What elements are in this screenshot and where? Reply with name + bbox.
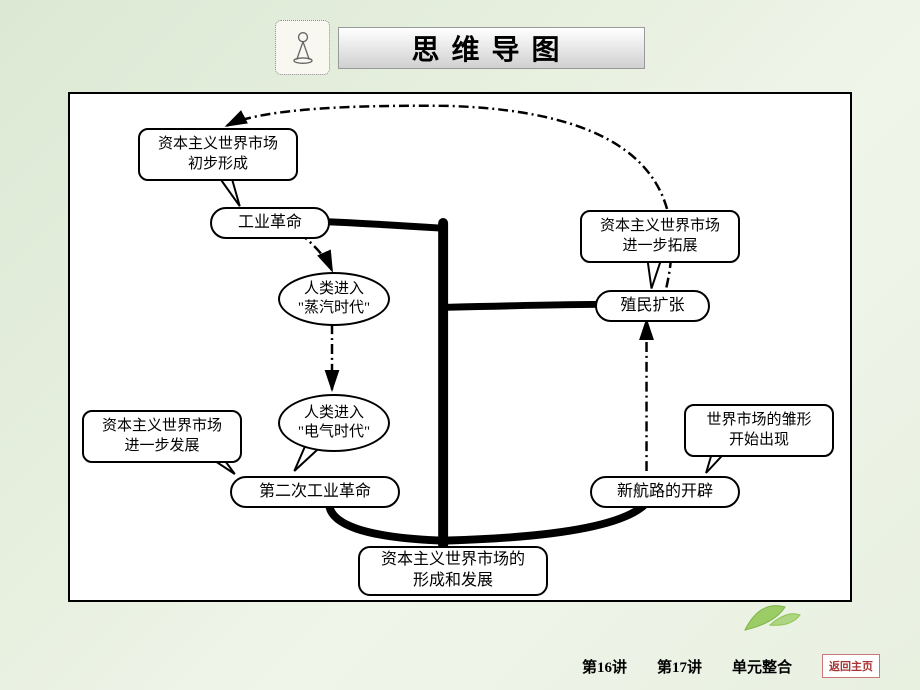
node-colonial-expansion: 殖民扩张 — [595, 290, 710, 322]
compass-icon — [275, 20, 330, 75]
node-label: 第二次工业革命 — [259, 482, 371, 503]
node-label: 人类进入 "电气时代" — [298, 404, 370, 443]
node-industrial-revolution: 工业革命 — [210, 207, 330, 239]
mindmap-diagram: 资本主义世界市场 初步形成 资本主义世界市场 进一步拓展 资本主义世界市场 进一… — [68, 92, 852, 602]
node-root: 资本主义世界市场的 形成和发展 — [358, 546, 548, 596]
speech-text: 资本主义世界市场 初步形成 — [158, 136, 278, 172]
header-banner: 思维导图 — [275, 20, 645, 75]
node-label: 资本主义世界市场的 形成和发展 — [381, 550, 525, 592]
node-electric-era: 人类进入 "电气时代" — [278, 394, 390, 452]
speech-further-develop: 资本主义世界市场 进一步发展 — [82, 410, 242, 463]
node-label: 新航路的开辟 — [617, 482, 713, 503]
footer-lecture-17[interactable]: 第17讲 — [657, 656, 702, 677]
return-home-button[interactable]: 返回主页 — [822, 654, 880, 678]
footer-unit-integration[interactable]: 单元整合 — [732, 656, 792, 677]
speech-further-expand: 资本主义世界市场 进一步拓展 — [580, 210, 740, 263]
speech-text: 资本主义世界市场 进一步发展 — [102, 418, 222, 454]
node-label: 殖民扩张 — [620, 296, 684, 317]
speech-embryo-appear: 世界市场的雏形 开始出现 — [684, 404, 834, 457]
node-steam-era: 人类进入 "蒸汽时代" — [278, 272, 390, 326]
page-title: 思维导图 — [338, 27, 645, 69]
speech-text: 世界市场的雏形 开始出现 — [706, 412, 811, 448]
speech-text: 资本主义世界市场 进一步拓展 — [600, 218, 720, 254]
footer-nav: 第16讲 第17讲 单元整合 返回主页 — [582, 654, 880, 678]
footer-lecture-16[interactable]: 第16讲 — [582, 656, 627, 677]
speech-initial-formation: 资本主义世界市场 初步形成 — [138, 128, 298, 181]
leaf-decoration-icon — [735, 595, 805, 635]
node-label: 工业革命 — [238, 213, 302, 234]
node-label: 人类进入 "蒸汽时代" — [298, 280, 370, 319]
node-new-routes: 新航路的开辟 — [590, 476, 740, 508]
node-second-industrial-revolution: 第二次工业革命 — [230, 476, 400, 508]
